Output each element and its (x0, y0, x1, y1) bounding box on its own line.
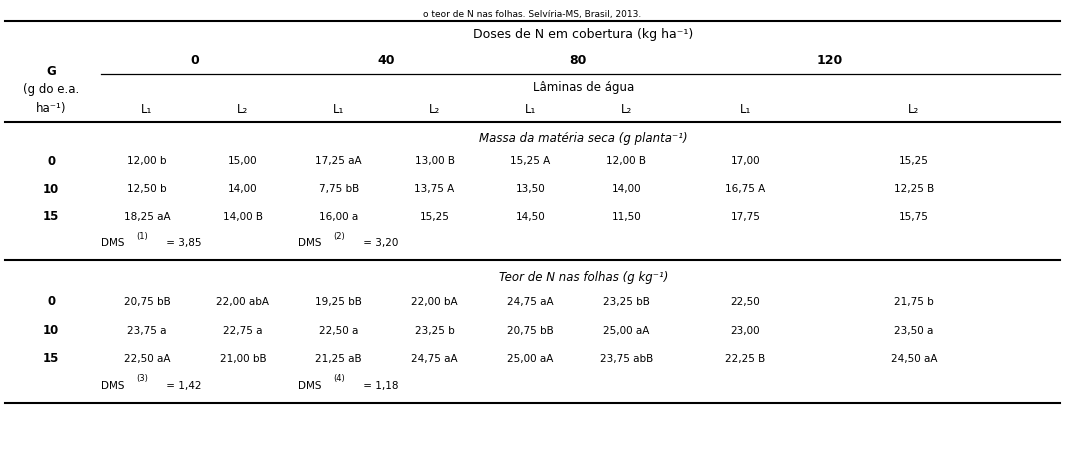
Text: 23,50 a: 23,50 a (895, 325, 933, 336)
Text: 17,00: 17,00 (731, 156, 760, 166)
Text: DMS: DMS (298, 238, 322, 248)
Text: 21,75 b: 21,75 b (894, 297, 934, 307)
Text: 21,25 aB: 21,25 aB (315, 354, 362, 364)
Text: 15: 15 (43, 352, 60, 365)
Text: Massa da matéria seca (g planta⁻¹): Massa da matéria seca (g planta⁻¹) (479, 132, 688, 145)
Text: 14,00 B: 14,00 B (223, 212, 263, 222)
Text: 120: 120 (817, 54, 842, 67)
Text: 10: 10 (43, 324, 60, 337)
Text: 13,75 A: 13,75 A (414, 184, 455, 194)
Text: 20,75 bB: 20,75 bB (124, 297, 170, 307)
Text: G: G (46, 65, 56, 78)
Text: 22,75 a: 22,75 a (223, 325, 263, 336)
Text: 24,75 aA: 24,75 aA (507, 297, 554, 307)
Text: 14,00: 14,00 (228, 184, 258, 194)
Text: 23,00: 23,00 (731, 325, 760, 336)
Text: Teor de N nas folhas (g kg⁻¹): Teor de N nas folhas (g kg⁻¹) (498, 271, 669, 284)
Text: 23,25 bB: 23,25 bB (603, 297, 650, 307)
Text: 13,50: 13,50 (515, 184, 545, 194)
Text: Doses de N em cobertura (kg ha⁻¹): Doses de N em cobertura (kg ha⁻¹) (474, 28, 693, 41)
Text: 15,25: 15,25 (899, 156, 929, 166)
Text: 12,00 B: 12,00 B (606, 156, 646, 166)
Text: 11,50: 11,50 (611, 212, 641, 222)
Text: 0: 0 (47, 296, 55, 308)
Text: (4): (4) (333, 374, 345, 384)
Text: 40: 40 (378, 54, 395, 67)
Text: 17,75: 17,75 (731, 212, 760, 222)
Text: 12,25 B: 12,25 B (894, 184, 934, 194)
Text: 12,00 b: 12,00 b (127, 156, 167, 166)
Text: 0: 0 (191, 54, 199, 67)
Text: ha⁻¹): ha⁻¹) (36, 102, 66, 115)
Text: 22,25 B: 22,25 B (725, 354, 766, 364)
Text: DMS: DMS (101, 238, 125, 248)
Text: 0: 0 (47, 155, 55, 168)
Text: 24,50 aA: 24,50 aA (890, 354, 937, 364)
Text: 22,50: 22,50 (731, 297, 760, 307)
Text: o teor de N nas folhas. Selvíria-MS, Brasil, 2013.: o teor de N nas folhas. Selvíria-MS, Bra… (424, 10, 641, 19)
Text: 15,25: 15,25 (420, 212, 449, 222)
Text: Lâminas de água: Lâminas de água (532, 81, 635, 94)
Text: DMS: DMS (298, 381, 322, 391)
Text: 10: 10 (43, 183, 60, 195)
Text: 23,75 abB: 23,75 abB (600, 354, 653, 364)
Text: = 1,42: = 1,42 (163, 381, 201, 391)
Text: 16,00 a: 16,00 a (320, 212, 358, 222)
Text: = 3,85: = 3,85 (163, 238, 201, 248)
Text: L₂: L₂ (429, 103, 440, 116)
Text: 22,50 aA: 22,50 aA (124, 354, 170, 364)
Text: L₁: L₁ (142, 103, 152, 116)
Text: L₂: L₂ (237, 103, 248, 116)
Text: (1): (1) (136, 231, 148, 241)
Text: L₁: L₁ (333, 103, 344, 116)
Text: 7,75 bB: 7,75 bB (318, 184, 359, 194)
Text: 25,00 aA: 25,00 aA (507, 354, 554, 364)
Text: 23,75 a: 23,75 a (127, 325, 167, 336)
Text: 15,75: 15,75 (899, 212, 929, 222)
Text: DMS: DMS (101, 381, 125, 391)
Text: 24,75 aA: 24,75 aA (411, 354, 458, 364)
Text: 16,75 A: 16,75 A (725, 184, 766, 194)
Text: 14,50: 14,50 (515, 212, 545, 222)
Text: L₂: L₂ (621, 103, 632, 116)
Text: 80: 80 (570, 54, 587, 67)
Text: 22,00 bA: 22,00 bA (411, 297, 458, 307)
Text: L₁: L₁ (740, 103, 751, 116)
Text: (3): (3) (136, 374, 148, 384)
Text: 23,25 b: 23,25 b (414, 325, 455, 336)
Text: 13,00 B: 13,00 B (414, 156, 455, 166)
Text: 20,75 bB: 20,75 bB (507, 325, 554, 336)
Text: = 3,20: = 3,20 (360, 238, 398, 248)
Text: 15: 15 (43, 210, 60, 223)
Text: 12,50 b: 12,50 b (127, 184, 167, 194)
Text: L₁: L₁ (525, 103, 536, 116)
Text: (g do e.a.: (g do e.a. (23, 83, 79, 96)
Text: 17,25 aA: 17,25 aA (315, 156, 362, 166)
Text: 14,00: 14,00 (611, 184, 641, 194)
Text: 19,25 bB: 19,25 bB (315, 297, 362, 307)
Text: 25,00 aA: 25,00 aA (603, 325, 650, 336)
Text: 22,00 abA: 22,00 abA (216, 297, 269, 307)
Text: L₂: L₂ (908, 103, 919, 116)
Text: 22,50 a: 22,50 a (320, 325, 358, 336)
Text: 18,25 aA: 18,25 aA (124, 212, 170, 222)
Text: (2): (2) (333, 231, 345, 241)
Text: 15,00: 15,00 (228, 156, 258, 166)
Text: 15,25 A: 15,25 A (510, 156, 551, 166)
Text: 21,00 bB: 21,00 bB (219, 354, 266, 364)
Text: = 1,18: = 1,18 (360, 381, 398, 391)
